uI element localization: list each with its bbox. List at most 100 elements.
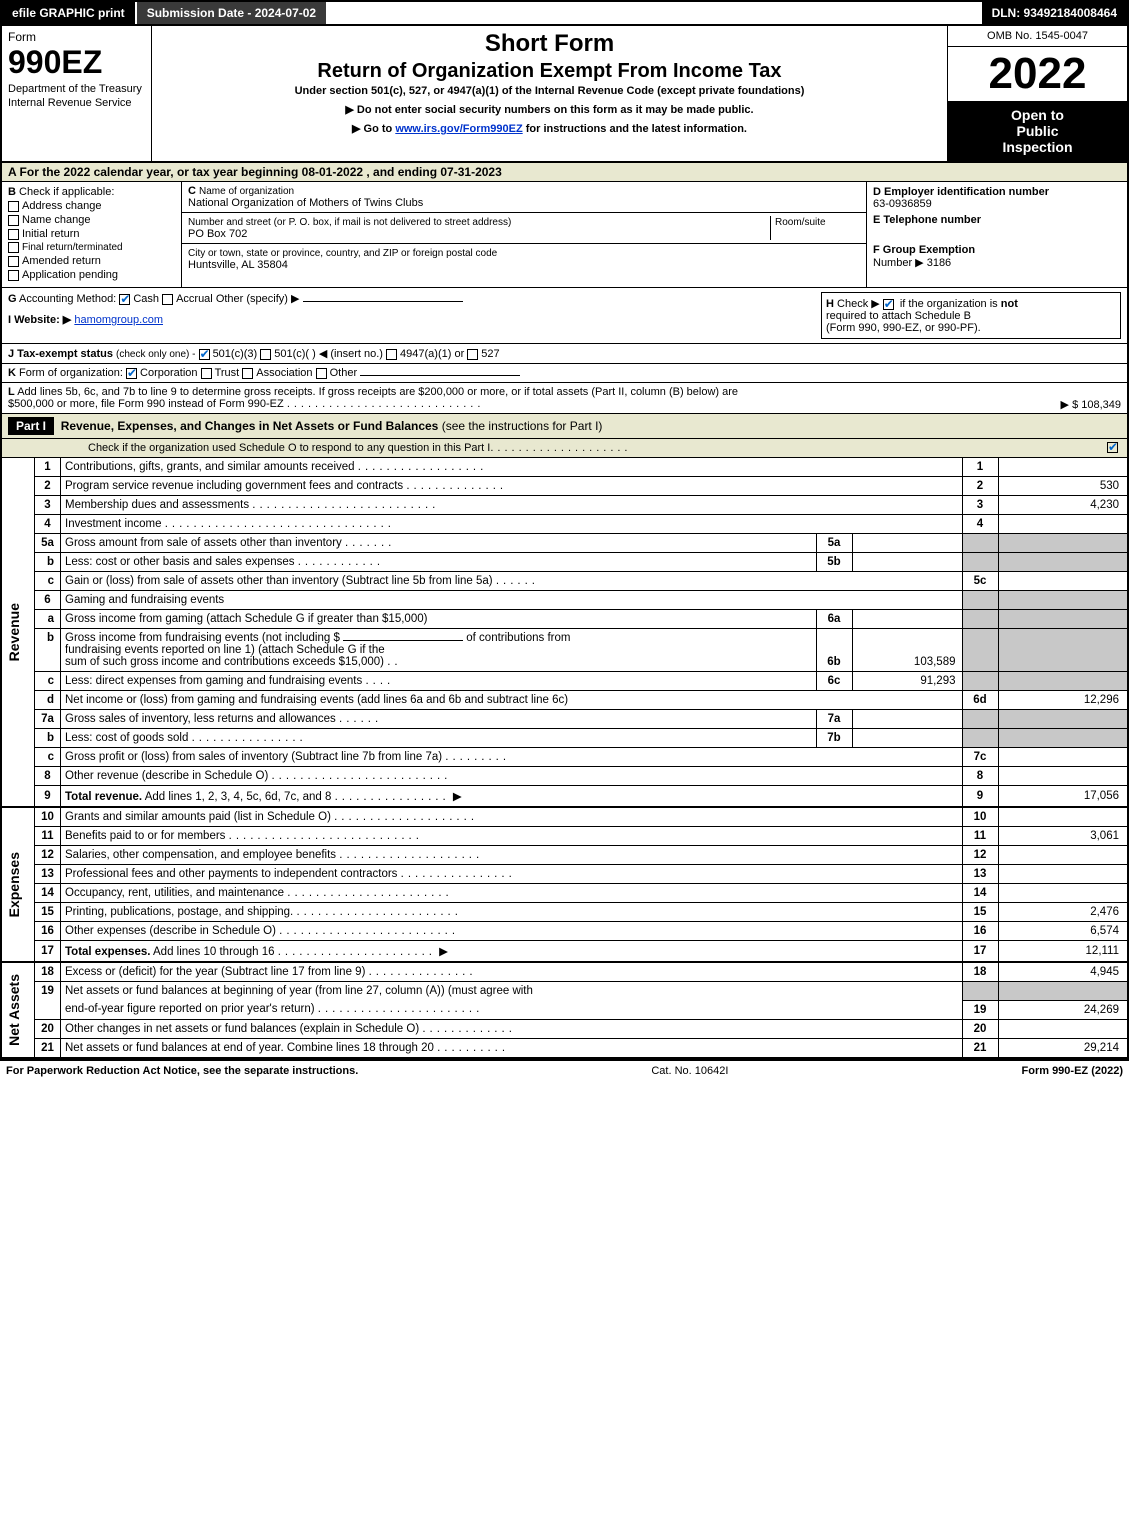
group-exemption-value: 3186: [927, 257, 951, 269]
goto-pre: ▶ Go to: [352, 123, 395, 135]
chk-cash[interactable]: [119, 294, 130, 305]
amt-8: [998, 767, 1128, 786]
open-line3: Inspection: [952, 139, 1123, 155]
chk-final-return[interactable]: Final return/terminated: [8, 242, 175, 253]
efile-print-button[interactable]: efile GRAPHIC print: [2, 2, 137, 24]
chk-initial-return[interactable]: Initial return: [8, 228, 175, 240]
goto-post: for instructions and the latest informat…: [523, 123, 747, 135]
row-2: 2 Program service revenue including gove…: [1, 477, 1128, 496]
chk-4947[interactable]: [386, 349, 397, 360]
org-name-row: C Name of organization National Organiza…: [182, 182, 866, 213]
footer-center: Cat. No. 10642I: [358, 1065, 1021, 1077]
row-6b: b Gross income from fundraising events (…: [1, 629, 1128, 672]
irs-link[interactable]: www.irs.gov/Form990EZ: [395, 123, 522, 135]
row-19a: 19 Net assets or fund balances at beginn…: [1, 982, 1128, 1001]
omb-number: OMB No. 1545-0047: [948, 26, 1127, 47]
room-label: Room/suite: [775, 217, 826, 228]
row-21: 21 Net assets or fund balances at end of…: [1, 1038, 1128, 1058]
l-text1: Add lines 5b, 6c, and 7b to line 9 to de…: [17, 386, 738, 398]
chk-trust[interactable]: [201, 368, 212, 379]
footer-left: For Paperwork Reduction Act Notice, see …: [6, 1065, 358, 1077]
chk-schedule-o[interactable]: [1107, 442, 1118, 453]
submission-date-button[interactable]: Submission Date - 2024-07-02: [137, 2, 326, 24]
h-text2: if the organization is: [900, 298, 998, 310]
g-text: Accounting Method:: [19, 293, 116, 305]
amt-3: 4,230: [998, 496, 1128, 515]
org-name: National Organization of Mothers of Twin…: [188, 197, 423, 209]
chk-h[interactable]: [883, 299, 894, 310]
chk-527[interactable]: [467, 349, 478, 360]
subamt-7a: [852, 710, 962, 729]
row-15: 15 Printing, publications, postage, and …: [1, 903, 1128, 922]
chk-corporation[interactable]: [126, 368, 137, 379]
row-6: 6 Gaming and fundraising events: [1, 591, 1128, 610]
chk-association[interactable]: [242, 368, 253, 379]
row-11: 11 Benefits paid to or for members .....…: [1, 827, 1128, 846]
header-center: Short Form Return of Organization Exempt…: [152, 26, 947, 161]
section-b: B Check if applicable: Address change Na…: [2, 182, 182, 287]
row-6c: c Less: direct expenses from gaming and …: [1, 672, 1128, 691]
row-16: 16 Other expenses (describe in Schedule …: [1, 922, 1128, 941]
b-check-label: Check if applicable:: [19, 186, 114, 198]
row-10: Expenses 10 Grants and similar amounts p…: [1, 807, 1128, 827]
chk-other-org[interactable]: [316, 368, 327, 379]
amt-5c: [998, 572, 1128, 591]
section-ghi: G Accounting Method: Cash Accrual Other …: [0, 288, 1129, 344]
top-spacer: [326, 2, 981, 24]
schedule-o-note: Check if the organization used Schedule …: [88, 442, 490, 454]
netassets-sidelabel: Net Assets: [1, 962, 35, 1058]
header-right: OMB No. 1545-0047 2022 Open to Public In…: [947, 26, 1127, 161]
i-label: I Website: ▶: [8, 314, 71, 326]
other-specify-input[interactable]: [303, 301, 463, 302]
row-17: 17 Total expenses. Add lines 10 through …: [1, 941, 1128, 963]
subamt-5b: [852, 553, 962, 572]
tax-year: 2022: [948, 47, 1127, 101]
contrib-amount-input[interactable]: [343, 640, 463, 641]
row-9: 9 Total revenue. Add lines 1, 2, 3, 4, 5…: [1, 786, 1128, 808]
header-left: Form 990EZ Department of the Treasury In…: [2, 26, 152, 161]
subamt-5a: [852, 534, 962, 553]
chk-amended-return[interactable]: Amended return: [8, 255, 175, 267]
subamt-6b: 103,589: [852, 629, 962, 672]
chk-application-pending[interactable]: Application pending: [8, 269, 175, 281]
page-footer: For Paperwork Reduction Act Notice, see …: [0, 1059, 1129, 1081]
row-5a: 5a Gross amount from sale of assets othe…: [1, 534, 1128, 553]
g-other: Other (specify) ▶: [216, 293, 300, 305]
dept-treasury: Department of the Treasury: [8, 83, 145, 95]
open-to-public: Open to Public Inspection: [948, 101, 1127, 161]
amt-16: 6,574: [998, 922, 1128, 941]
row-7c: c Gross profit or (loss) from sales of i…: [1, 748, 1128, 767]
chk-address-change[interactable]: Address change: [8, 200, 175, 212]
line-i: I Website: ▶ hamomgroup.com: [8, 313, 821, 326]
amt-18: 4,945: [998, 962, 1128, 982]
open-line1: Open to: [952, 107, 1123, 123]
website-link[interactable]: hamomgroup.com: [74, 314, 163, 326]
city-row: City or town, state or province, country…: [182, 244, 866, 274]
top-bar: efile GRAPHIC print Submission Date - 20…: [0, 0, 1129, 26]
amt-1: [998, 458, 1128, 477]
amt-20: [998, 1019, 1128, 1038]
other-org-input[interactable]: [360, 375, 520, 376]
part-1-checknote: Check if the organization used Schedule …: [0, 439, 1129, 458]
part-1-badge: Part I: [8, 417, 54, 435]
subamt-7b: [852, 729, 962, 748]
line-j: J Tax-exempt status (check only one) - 5…: [0, 344, 1129, 364]
city-label: City or town, state or province, country…: [188, 248, 497, 259]
part-1-title: Revenue, Expenses, and Changes in Net As…: [61, 419, 439, 433]
part-1-paren: (see the instructions for Part I): [442, 419, 603, 433]
amt-21: 29,214: [998, 1038, 1128, 1058]
f-label: F Group Exemption: [873, 244, 975, 256]
section-c: C Name of organization National Organiza…: [182, 182, 867, 287]
chk-501c[interactable]: [260, 349, 271, 360]
amt-15: 2,476: [998, 903, 1128, 922]
f-row: F Group Exemption Number ▶ 3186: [873, 244, 1121, 269]
dln-label: DLN: 93492184008464: [982, 2, 1127, 24]
chk-accrual[interactable]: [162, 294, 173, 305]
row-12: 12 Salaries, other compensation, and emp…: [1, 846, 1128, 865]
chk-name-change[interactable]: Name change: [8, 214, 175, 226]
row-7a: 7a Gross sales of inventory, less return…: [1, 710, 1128, 729]
line-g: G Accounting Method: Cash Accrual Other …: [8, 292, 821, 305]
l-dots: ............................: [287, 398, 485, 410]
chk-501c3[interactable]: [199, 349, 210, 360]
expenses-sidelabel: Expenses: [1, 807, 35, 962]
